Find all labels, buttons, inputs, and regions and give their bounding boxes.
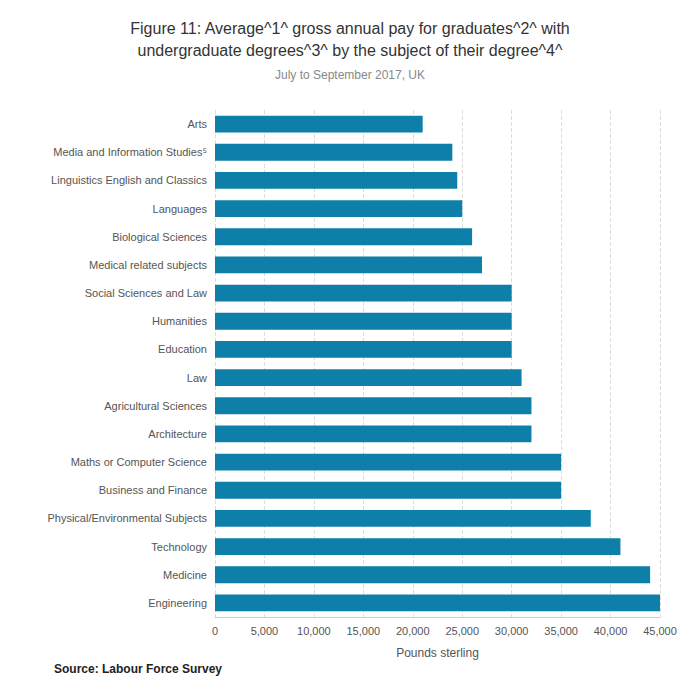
svg-text:Medicine: Medicine — [163, 569, 207, 581]
svg-text:10,000: 10,000 — [297, 625, 331, 637]
svg-text:5,000: 5,000 — [251, 625, 279, 637]
svg-text:Media and Information Studies⁵: Media and Information Studies⁵ — [53, 146, 207, 158]
svg-text:July to September 2017, UK: July to September 2017, UK — [275, 68, 425, 82]
svg-text:0: 0 — [212, 625, 218, 637]
svg-text:Education: Education — [158, 343, 207, 355]
svg-text:Humanities: Humanities — [152, 315, 208, 327]
svg-text:Medical related subjects: Medical related subjects — [89, 259, 208, 271]
svg-text:Arts: Arts — [187, 118, 207, 130]
svg-text:Physical/Environmental Subject: Physical/Environmental Subjects — [47, 512, 207, 524]
svg-text:Biological Sciences: Biological Sciences — [112, 231, 207, 243]
svg-text:Architecture: Architecture — [148, 428, 207, 440]
svg-text:Linguistics English and Classi: Linguistics English and Classics — [51, 174, 207, 186]
svg-text:Maths or Computer Science: Maths or Computer Science — [71, 456, 207, 468]
svg-text:Figure 11: Average^1^ gross an: Figure 11: Average^1^ gross annual pay f… — [130, 20, 569, 37]
svg-text:Law: Law — [187, 372, 207, 384]
svg-text:30,000: 30,000 — [495, 625, 529, 637]
svg-text:45,000: 45,000 — [643, 625, 677, 637]
svg-text:Source: Labour Force Survey: Source: Labour Force Survey — [54, 662, 222, 676]
svg-text:15,000: 15,000 — [347, 625, 381, 637]
svg-text:Agricultural Sciences: Agricultural Sciences — [104, 400, 207, 412]
svg-text:Engineering: Engineering — [148, 597, 207, 609]
svg-text:Languages: Languages — [153, 203, 208, 215]
svg-text:Technology: Technology — [151, 541, 207, 553]
svg-text:20,000: 20,000 — [396, 625, 430, 637]
svg-text:Business and Finance: Business and Finance — [99, 484, 207, 496]
svg-text:40,000: 40,000 — [594, 625, 628, 637]
svg-text:Pounds sterling: Pounds sterling — [396, 646, 479, 660]
svg-text:Social Sciences and Law: Social Sciences and Law — [85, 287, 207, 299]
svg-text:35,000: 35,000 — [544, 625, 578, 637]
svg-text:undergraduate degrees^3^ by th: undergraduate degrees^3^ by the subject … — [138, 42, 563, 59]
svg-text:25,000: 25,000 — [445, 625, 479, 637]
